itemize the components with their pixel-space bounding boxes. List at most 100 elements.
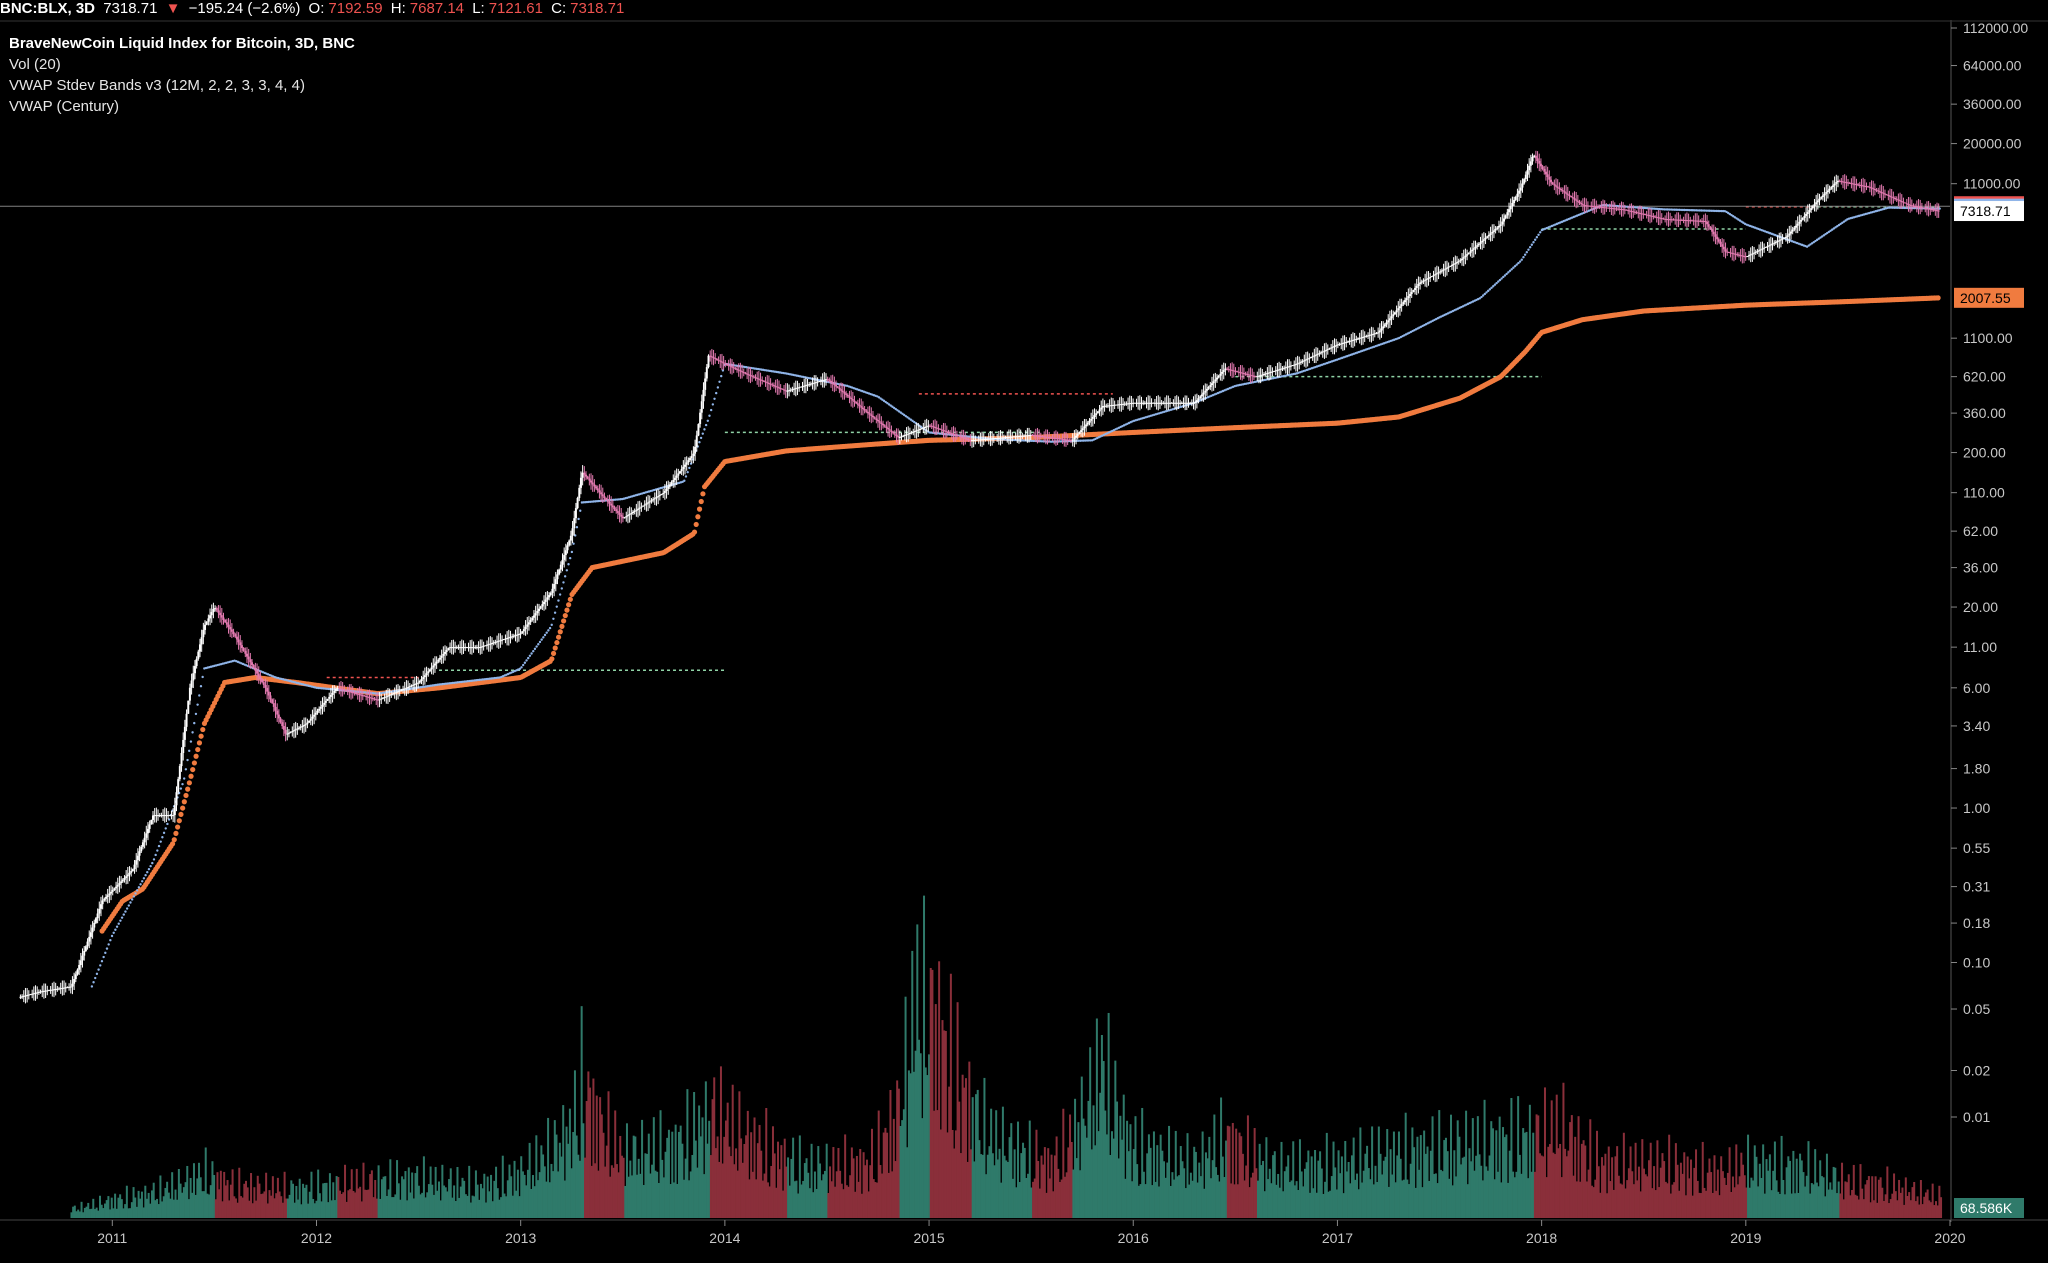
volume-bar bbox=[448, 1179, 451, 1218]
vwap-band-point bbox=[124, 910, 127, 913]
volume-bar bbox=[1065, 1172, 1068, 1218]
volume-bar bbox=[777, 1141, 780, 1218]
vwap-band-point bbox=[115, 925, 119, 928]
century-vwap-point bbox=[171, 837, 177, 843]
volume-bar bbox=[1109, 1155, 1112, 1218]
volume-bar bbox=[431, 1184, 434, 1218]
volume-bar bbox=[228, 1200, 231, 1218]
candle-body bbox=[1378, 330, 1381, 333]
volume-bar bbox=[1691, 1195, 1694, 1218]
volume-bar bbox=[219, 1170, 222, 1218]
legend-item-vwap-bands[interactable]: VWAP Stdev Bands v3 (12M, 2, 2, 3, 3, 4,… bbox=[9, 77, 305, 94]
volume-bar bbox=[406, 1200, 409, 1218]
volume-bar bbox=[1309, 1192, 1312, 1218]
candle-body bbox=[202, 629, 205, 638]
volume-bar bbox=[453, 1185, 456, 1218]
volume-bar bbox=[849, 1175, 852, 1218]
legend-item-volume[interactable]: Vol (20) bbox=[9, 56, 61, 73]
volume-bar bbox=[1513, 1177, 1516, 1218]
volume-bar bbox=[1293, 1185, 1296, 1218]
volume-bar bbox=[1278, 1187, 1281, 1218]
legend-item-vwap-century[interactable]: VWAP (Century) bbox=[9, 98, 120, 115]
symbol-name[interactable]: BNC:BLX, 3D bbox=[0, 0, 96, 17]
volume-bar bbox=[981, 1154, 984, 1218]
volume-bar bbox=[1468, 1148, 1471, 1218]
volume-bar bbox=[1441, 1171, 1444, 1218]
century-vwap-point bbox=[190, 766, 196, 773]
volume-bar bbox=[1872, 1200, 1875, 1218]
volume-bar bbox=[72, 1206, 75, 1218]
volume-bar bbox=[548, 1182, 551, 1218]
volume-bar bbox=[1899, 1192, 1902, 1218]
volume-bar bbox=[1560, 1177, 1563, 1218]
candle-body bbox=[840, 389, 843, 391]
candle-body bbox=[546, 597, 549, 600]
vwap-band-point bbox=[141, 880, 144, 883]
volume-bar bbox=[1389, 1149, 1392, 1218]
volume-bar bbox=[743, 1143, 746, 1218]
century-vwap-point bbox=[196, 740, 203, 746]
volume-bar bbox=[1728, 1147, 1731, 1218]
vwap-band-point bbox=[119, 919, 122, 922]
open-value: 7192.59 bbox=[328, 0, 383, 17]
volume-bar bbox=[1750, 1177, 1753, 1218]
low-label: L: bbox=[472, 0, 485, 17]
volume-bar bbox=[1735, 1144, 1738, 1218]
volume-bar bbox=[184, 1182, 187, 1218]
volume-bar bbox=[1911, 1187, 1914, 1218]
volume-bar bbox=[1077, 1122, 1080, 1218]
volume-bar bbox=[1703, 1187, 1706, 1218]
volume-bar bbox=[1345, 1171, 1348, 1218]
candle-body bbox=[1392, 314, 1395, 317]
volume-bar bbox=[516, 1169, 519, 1218]
vwap-band-point bbox=[156, 849, 159, 852]
volume-bar bbox=[446, 1191, 449, 1218]
legend-title[interactable]: BraveNewCoin Liquid Index for Bitcoin, 3… bbox=[9, 35, 355, 52]
candle-body bbox=[1080, 430, 1083, 433]
volume-bar bbox=[1631, 1171, 1634, 1218]
volume-bar bbox=[1408, 1184, 1411, 1218]
candle-body bbox=[1202, 392, 1205, 395]
century-vwap-point bbox=[691, 529, 698, 535]
volume-bar bbox=[1376, 1182, 1379, 1218]
volume-bar bbox=[1622, 1132, 1625, 1218]
volume-bar bbox=[761, 1180, 764, 1218]
volume-bar bbox=[1886, 1166, 1889, 1218]
volume-bar bbox=[1893, 1173, 1896, 1218]
volume-bar bbox=[949, 973, 952, 1218]
volume-bar bbox=[1221, 1156, 1224, 1218]
vwap-band-point bbox=[188, 749, 191, 753]
volume-bar bbox=[171, 1172, 174, 1218]
volume-bar bbox=[1547, 1146, 1550, 1218]
century-vwap-point bbox=[180, 805, 186, 811]
volume-bar bbox=[1614, 1156, 1617, 1218]
volume-bar bbox=[971, 1097, 974, 1218]
candle-body bbox=[180, 752, 183, 767]
volume-bar bbox=[753, 1117, 756, 1218]
volume-bar bbox=[1879, 1177, 1882, 1218]
volume-bar bbox=[354, 1192, 357, 1218]
candle-body bbox=[522, 629, 525, 632]
candle-body bbox=[885, 426, 888, 428]
volume-bar bbox=[1116, 1101, 1119, 1218]
candle-body bbox=[553, 584, 556, 589]
volume-bar bbox=[1569, 1122, 1572, 1218]
candle-body bbox=[108, 893, 111, 896]
volume-bar bbox=[825, 1143, 828, 1218]
century-vwap-point bbox=[195, 746, 201, 753]
candle-body bbox=[828, 379, 831, 381]
volume-bar bbox=[95, 1207, 98, 1218]
volume-bar bbox=[1094, 1145, 1097, 1218]
volume-bar bbox=[1134, 1116, 1137, 1218]
vwap-band-point bbox=[97, 968, 100, 971]
volume-bar bbox=[424, 1197, 427, 1218]
volume-bar bbox=[1416, 1136, 1419, 1218]
volume-bar bbox=[1903, 1204, 1906, 1218]
volume-bar bbox=[907, 1070, 910, 1218]
candle-body bbox=[1204, 390, 1207, 393]
volume-bar bbox=[929, 967, 932, 1218]
century-vwap-point bbox=[183, 792, 189, 799]
volume-bar bbox=[1324, 1181, 1327, 1218]
volume-bar bbox=[241, 1197, 244, 1218]
